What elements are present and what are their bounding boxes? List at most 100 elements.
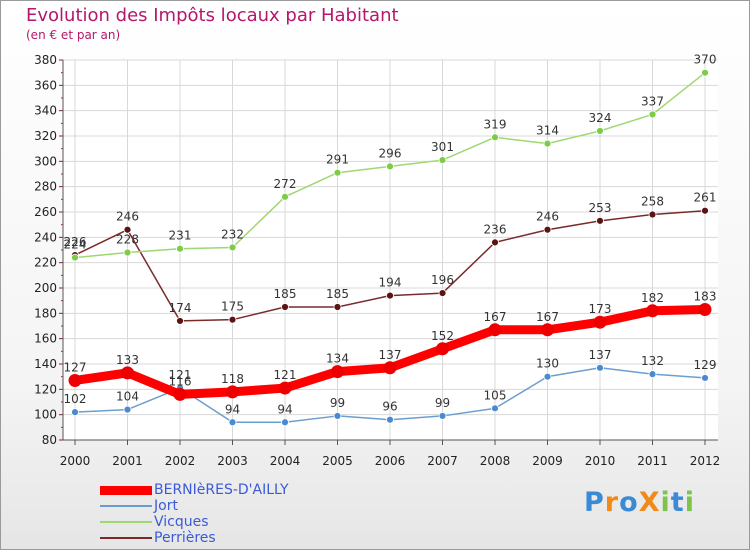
data-point xyxy=(543,225,552,234)
data-label: 152 xyxy=(431,329,454,343)
y-tick-label: 360 xyxy=(34,78,57,92)
data-point xyxy=(333,412,342,420)
data-point xyxy=(333,303,342,311)
x-tick-label: 2009 xyxy=(532,454,563,468)
data-point xyxy=(281,418,289,427)
y-tick-label: 240 xyxy=(34,230,57,244)
data-point xyxy=(281,303,289,311)
legend-label: Jort xyxy=(154,498,178,514)
data-point xyxy=(491,404,499,413)
data-point xyxy=(488,323,502,337)
data-point xyxy=(228,315,237,324)
data-label: 324 xyxy=(589,111,612,125)
data-label: 105 xyxy=(484,388,507,402)
data-label: 94 xyxy=(225,402,240,416)
data-label: 99 xyxy=(330,396,345,410)
data-label: 261 xyxy=(694,191,717,205)
legend-swatch xyxy=(100,521,152,523)
data-label: 246 xyxy=(116,210,139,224)
legend-item: Jort xyxy=(100,498,360,515)
logo-letter: r xyxy=(604,487,620,518)
data-label: 291 xyxy=(326,153,349,167)
data-label: 167 xyxy=(536,310,559,324)
y-tick-label: 120 xyxy=(34,382,57,396)
x-tick-label: 2000 xyxy=(60,454,91,468)
data-label: 127 xyxy=(64,360,87,374)
logo-letter: t xyxy=(670,487,685,518)
x-tick-label: 2008 xyxy=(480,454,511,468)
y-tick-label: 260 xyxy=(34,205,57,219)
data-label: 130 xyxy=(536,357,559,371)
logo-letter: P xyxy=(584,487,605,518)
data-point xyxy=(541,323,554,337)
x-tick-label: 2006 xyxy=(375,454,406,468)
legend-label: Perrières xyxy=(154,530,216,546)
data-label: 231 xyxy=(169,229,192,243)
y-tick-label: 300 xyxy=(34,154,57,168)
data-label: 185 xyxy=(274,287,297,301)
data-point xyxy=(386,415,394,424)
data-point xyxy=(176,317,184,325)
data-label: 370 xyxy=(694,53,717,67)
data-point xyxy=(123,405,132,414)
data-label: 246 xyxy=(536,210,559,224)
legend-label: Vicques xyxy=(154,514,209,530)
data-point xyxy=(438,412,447,420)
data-label: 104 xyxy=(116,390,139,404)
data-label: 121 xyxy=(169,368,192,382)
data-label: 272 xyxy=(274,177,297,191)
data-label: 232 xyxy=(221,227,244,241)
data-label: 258 xyxy=(641,195,664,209)
data-label: 226 xyxy=(64,235,87,249)
y-tick-label: 340 xyxy=(34,104,57,118)
data-label: 183 xyxy=(694,290,717,304)
data-point xyxy=(123,225,132,234)
data-point xyxy=(701,68,709,77)
data-label: 296 xyxy=(379,146,402,160)
data-label: 337 xyxy=(641,94,664,108)
legend-swatch xyxy=(100,486,152,495)
data-point xyxy=(71,408,79,417)
data-label: 129 xyxy=(694,358,717,372)
data-label: 253 xyxy=(589,201,612,215)
data-point xyxy=(228,243,237,252)
data-label: 314 xyxy=(536,124,559,138)
x-tick-label: 2007 xyxy=(427,454,458,468)
data-point xyxy=(438,289,447,297)
data-point xyxy=(596,363,604,372)
x-tick-label: 2003 xyxy=(217,454,248,468)
data-point xyxy=(698,303,712,317)
data-point xyxy=(593,315,607,329)
data-point xyxy=(121,366,134,380)
data-label: 134 xyxy=(326,352,349,366)
x-tick-label: 2012 xyxy=(690,454,721,468)
data-label: 228 xyxy=(116,233,139,247)
data-point xyxy=(176,244,184,253)
legend-item: BERNIèRES-D'AILLY xyxy=(100,482,360,499)
data-point xyxy=(383,361,397,375)
axes: 80 100 120 140 160 180 200 220 240 260 280 300 320 34… xyxy=(34,53,720,468)
legend-item: Vicques xyxy=(100,514,360,531)
data-point xyxy=(386,162,394,171)
data-label: 185 xyxy=(326,287,349,301)
data-label: 196 xyxy=(431,273,454,287)
x-tick-label: 2010 xyxy=(585,454,616,468)
legend-swatch xyxy=(100,537,152,539)
data-point xyxy=(596,127,604,135)
data-label: 236 xyxy=(484,222,507,236)
grid xyxy=(63,59,718,441)
y-tick-label: 100 xyxy=(34,408,57,422)
data-label: 137 xyxy=(589,348,612,362)
data-label: 116 xyxy=(169,374,192,388)
logo-letter: X xyxy=(638,487,661,518)
data-label: 99 xyxy=(435,396,450,410)
data-point xyxy=(701,374,709,382)
y-tick-label: 180 xyxy=(34,306,57,320)
data-labels: 127 133 116 118 121 134 137 152 167 167 173 182 183 1… xyxy=(64,53,717,417)
y-tick-label: 160 xyxy=(34,332,57,346)
x-tick-label: 2011 xyxy=(637,454,668,468)
data-point xyxy=(333,168,342,177)
data-label: 224 xyxy=(64,238,87,252)
data-point xyxy=(543,372,552,381)
